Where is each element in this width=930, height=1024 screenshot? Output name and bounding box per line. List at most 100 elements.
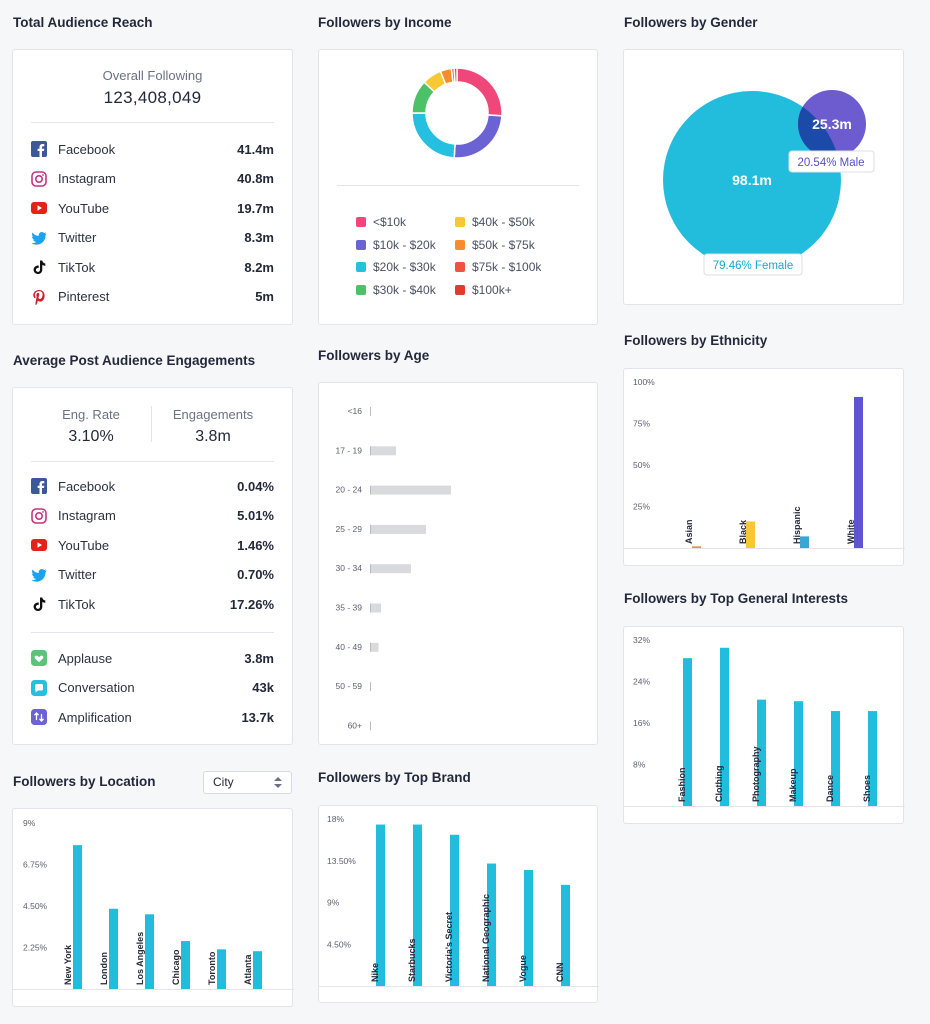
divider <box>31 461 274 462</box>
ethnicity-chart: 100% 75% 50% 25% Asian Black Hispanic White <box>624 377 905 549</box>
y-category-label: 35 - 39 <box>336 603 363 613</box>
male-percent-badge <box>788 150 875 173</box>
y-tick-label: 75% <box>633 419 650 429</box>
x-category-label: National Geographic <box>481 894 491 982</box>
bar-fashion[interactable] <box>683 658 692 806</box>
legend-swatch <box>455 217 465 227</box>
row-label: Instagram <box>58 508 116 523</box>
y-tick-label: 18% <box>327 814 344 824</box>
bar-age-40-49[interactable] <box>371 642 379 652</box>
bar-white[interactable] <box>854 396 863 548</box>
y-category-label: 20 - 24 <box>336 485 363 495</box>
female-circle[interactable] <box>663 91 841 269</box>
x-category-label: Asian <box>684 519 694 544</box>
male-value: 25.3m <box>812 116 852 132</box>
x-category-label: Starbucks <box>407 938 417 982</box>
bar-london[interactable] <box>109 908 118 989</box>
bar-age-20-24[interactable] <box>371 485 451 495</box>
bar-makeup[interactable] <box>794 701 803 806</box>
interests-chart: 32% 24% 16% 8% Fashion Clothing Photography Mak… <box>624 635 905 807</box>
y-category-label: <16 <box>348 406 363 416</box>
legend-item: $100k+ <box>455 283 512 297</box>
bar-photography[interactable] <box>757 699 766 806</box>
row-label: YouTube <box>58 200 110 216</box>
bar-age-25-29[interactable] <box>371 524 426 534</box>
legend-label: $40k - $50k <box>472 215 535 229</box>
x-category-label: Shoes <box>862 775 872 802</box>
bar-age-30-34[interactable] <box>371 564 411 574</box>
x-category-label: Clothing <box>714 766 724 803</box>
row-value: 8.2m <box>244 259 274 275</box>
row-label: TikTok <box>58 596 96 612</box>
y-tick-label: 13.50% <box>327 856 356 866</box>
y-tick-label: 4.50% <box>23 901 48 911</box>
engagement-card: Eng. Rate 3.10% Engagements 3.8m Faceboo… <box>12 387 293 745</box>
female-percent-label: 79.46% Female <box>713 260 794 272</box>
bar-dance[interactable] <box>831 711 840 806</box>
bar-shoes[interactable] <box>868 711 877 806</box>
bar-clothing[interactable] <box>720 647 729 806</box>
x-category-label: Toronto <box>207 951 217 985</box>
overall-following-label: Overall Following <box>102 68 203 83</box>
reach-card: Overall Following 123,408,049 Facebook 41… <box>12 49 293 325</box>
row-value: 13.7k <box>241 709 274 725</box>
location-title: Followers by Location <box>13 774 156 789</box>
income-donut-chart <box>411 67 503 159</box>
bar-chicago[interactable] <box>181 941 190 989</box>
bar-los-angeles[interactable] <box>145 914 154 989</box>
legend-swatch <box>455 239 465 250</box>
facebook-icon <box>31 141 47 157</box>
x-category-label: Victoria's Secret <box>444 912 454 982</box>
row-label: Twitter <box>58 567 97 582</box>
twitter-icon <box>31 567 47 583</box>
y-category-label: 60+ <box>348 720 362 730</box>
bar-nike[interactable] <box>376 824 385 986</box>
platform-row-twitter: Twitter 0.70% <box>31 565 274 585</box>
overall-following-value: 123,408,049 <box>103 88 202 107</box>
legend-swatch <box>356 217 366 227</box>
age-chart: <16 17 - 19 20 - 24 25 - 29 30 - 34 35 - 39 40… <box>336 406 451 730</box>
bar-asian[interactable] <box>692 546 701 548</box>
engagements: Engagements 3.8m <box>152 407 274 446</box>
donut-slice-1[interactable] <box>453 114 503 159</box>
y-tick-label: 50% <box>633 460 650 470</box>
bar-atlanta[interactable] <box>253 951 262 989</box>
bar-new-york[interactable] <box>73 845 82 989</box>
bar-age-17-19[interactable] <box>371 446 396 456</box>
bar-victoria-s-secret[interactable] <box>450 834 459 986</box>
x-category-label: Hispanic <box>792 506 802 544</box>
x-category-label: Los Angeles <box>135 932 145 985</box>
x-category-label: Fashion <box>677 767 687 802</box>
bar-national-geographic[interactable] <box>487 863 496 986</box>
legend-swatch <box>356 284 366 295</box>
y-tick-label: 100% <box>633 377 655 387</box>
y-category-label: 30 - 34 <box>336 563 363 573</box>
x-category-label: Makeup <box>788 768 798 802</box>
bar-cnn[interactable] <box>561 884 570 986</box>
bar-toronto[interactable] <box>217 949 226 989</box>
legend-label: $10k - $20k <box>373 237 436 252</box>
tiktok-icon <box>31 596 47 612</box>
x-category-label: New York <box>63 944 73 985</box>
engagements-label: Engagements <box>172 407 254 422</box>
location-select[interactable]: City <box>203 771 292 794</box>
y-tick-label: 24% <box>633 677 650 687</box>
legend-label: $100k+ <box>472 282 512 297</box>
row-value: 3.8m <box>244 650 274 666</box>
ethnicity-card: 100% 75% 50% 25% Asian Black Hispanic White <box>623 368 905 566</box>
y-tick-label: 9% <box>327 898 340 908</box>
interests-title: Followers by Top General Interests <box>624 591 849 606</box>
x-category-label: London <box>99 952 109 985</box>
legend-item: <$10k <box>356 215 406 229</box>
bar-age-35-39[interactable] <box>371 603 381 613</box>
platform-row-tiktok: TikTok 8.2m <box>31 257 274 277</box>
bar-vogue[interactable] <box>524 870 533 986</box>
donut-slice-2[interactable] <box>411 112 456 159</box>
bar-hispanic[interactable] <box>800 536 809 548</box>
legend-swatch <box>356 262 366 272</box>
bar-black[interactable] <box>746 521 755 548</box>
y-category-label: 25 - 29 <box>336 524 363 534</box>
donut-slice-7[interactable] <box>453 67 458 83</box>
bar-starbucks[interactable] <box>413 824 422 986</box>
donut-slice-0[interactable] <box>456 67 503 117</box>
